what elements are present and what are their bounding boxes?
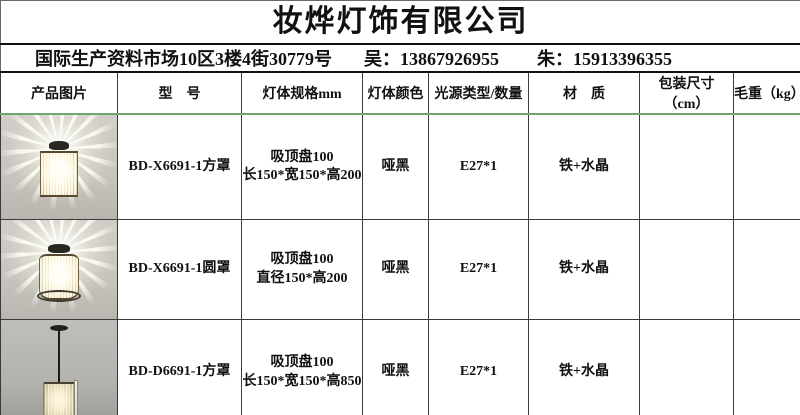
material-cell: 铁+水晶 (528, 219, 640, 320)
title-row: 妆烨灯饰有限公司 (0, 0, 800, 45)
package-size-cell (639, 319, 734, 415)
gross-weight-cell (733, 319, 800, 415)
pendant-lamp-photo (1, 320, 117, 415)
pendant-rod (58, 328, 60, 384)
model-cell: BD-X6691-1方罩 (117, 113, 242, 220)
header-body-spec: 灯体规格mm (241, 71, 363, 115)
shade-bottom-ring (37, 290, 81, 302)
package-size-cell (639, 219, 734, 320)
spec-cell: 吸顶盘100 长150*宽150*高200 (241, 113, 363, 220)
package-size-cell (639, 113, 734, 220)
gross-weight-cell (733, 113, 800, 220)
header-package-size: 包装尺寸（cm） (639, 71, 734, 115)
company-address: 国际生产资料市场10区3楼4街30779号 (35, 48, 332, 69)
table-row: BD-D6691-1方罩 吸顶盘100 长150*宽150*高850 哑黑 E2… (0, 319, 800, 415)
square-crystal-shade (40, 150, 78, 197)
header-body-color: 灯体颜色 (362, 71, 429, 115)
header-light-source: 光源类型/数量 (428, 71, 529, 115)
material-cell: 铁+水晶 (528, 113, 640, 220)
contact-wu-phone: 13867926955 (400, 48, 499, 69)
spec-line: 吸顶盘100 (270, 149, 334, 165)
square-crystal-shade (43, 382, 75, 415)
product-photo-cell (0, 113, 118, 220)
contact-zhu: 朱：15913396355 (537, 45, 672, 70)
model-cell: BD-D6691-1方罩 (117, 319, 242, 415)
color-cell: 哑黑 (362, 219, 429, 320)
model-cell: BD-X6691-1圆罩 (117, 219, 242, 320)
spec-line: 直径150*高200 (256, 270, 348, 286)
spec-line: 长150*宽150*高200 (242, 167, 362, 183)
lamp-canopy (49, 140, 69, 150)
header-gross-weight: 毛重（kg） (733, 71, 800, 115)
product-photo-cell (0, 219, 118, 320)
round-ceiling-lamp-photo (1, 220, 117, 319)
spec-line: 长150*宽150*高850 (242, 373, 362, 389)
company-title: 妆烨灯饰有限公司 (272, 5, 529, 39)
spec-line: 吸顶盘100 (270, 252, 334, 268)
crystal-edge-highlight (74, 380, 78, 415)
light-source-cell: E27*1 (428, 219, 529, 320)
contact-zhu-phone: 15913396355 (573, 48, 672, 69)
table-row: BD-X6691-1方罩 吸顶盘100 长150*宽150*高200 哑黑 E2… (0, 113, 800, 220)
color-cell: 哑黑 (362, 319, 429, 415)
square-ceiling-lamp-photo (1, 114, 117, 219)
header-row: 产品图片 型 号 灯体规格mm 灯体颜色 光源类型/数量 材 质 包装尺寸（cm… (0, 71, 800, 115)
header-model: 型 号 (117, 71, 242, 115)
table-row: BD-X6691-1圆罩 吸顶盘100 直径150*高200 哑黑 E27*1 … (0, 219, 800, 320)
spec-cell: 吸顶盘100 长150*宽150*高850 (241, 319, 363, 415)
contact-wu-label: 吴： (364, 48, 400, 69)
contact-row: 国际生产资料市场10区3楼4街30779号 吴：13867926955 朱：15… (0, 43, 800, 73)
contact-wu: 吴：13867926955 (364, 45, 499, 70)
header-material: 材 质 (528, 71, 640, 115)
header-product-image: 产品图片 (0, 71, 118, 115)
contact-zhu-label: 朱： (537, 48, 573, 69)
material-cell: 铁+水晶 (528, 319, 640, 415)
color-cell: 哑黑 (362, 113, 429, 220)
gross-weight-cell (733, 219, 800, 320)
lamp-canopy (48, 244, 70, 253)
spec-cell: 吸顶盘100 直径150*高200 (241, 219, 363, 320)
light-source-cell: E27*1 (428, 113, 529, 220)
light-source-cell: E27*1 (428, 319, 529, 415)
spec-line: 吸顶盘100 (270, 355, 334, 371)
product-photo-cell (0, 319, 118, 415)
